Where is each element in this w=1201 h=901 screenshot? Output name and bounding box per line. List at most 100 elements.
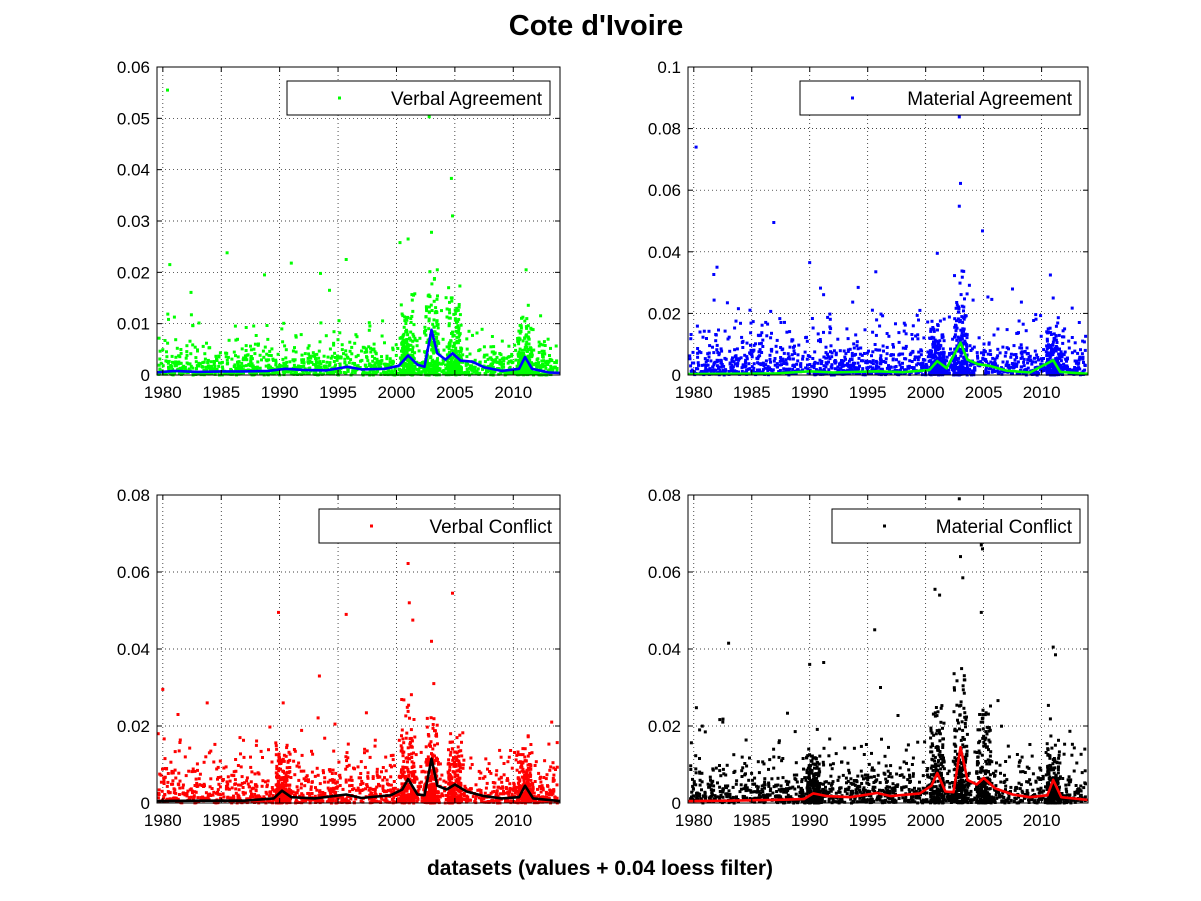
- data-point: [222, 795, 226, 799]
- data-point: [174, 791, 178, 795]
- data-point: [500, 780, 504, 784]
- data-point: [394, 353, 398, 357]
- data-point: [769, 360, 772, 364]
- data-point: [871, 359, 875, 363]
- data-point: [990, 370, 994, 374]
- data-point: [163, 793, 167, 796]
- data-point: [508, 370, 512, 373]
- data-point: [404, 348, 407, 352]
- data-point: [339, 356, 343, 360]
- data-point: [224, 351, 228, 355]
- data-point: [930, 335, 934, 339]
- data-point: [176, 362, 180, 366]
- data-point: [932, 370, 936, 374]
- data-point: [173, 768, 177, 772]
- data-point: [435, 372, 439, 376]
- data-point: [970, 347, 974, 351]
- data-point: [186, 362, 190, 366]
- data-point: [324, 367, 328, 370]
- data-point: [242, 356, 246, 360]
- y-tick-label: 0.01: [117, 315, 150, 334]
- data-point: [282, 753, 286, 757]
- data-point: [350, 371, 354, 375]
- data-point: [957, 307, 961, 311]
- data-point: [911, 368, 915, 372]
- data-point: [161, 364, 165, 368]
- data-point: [189, 795, 193, 799]
- data-point: [347, 795, 351, 799]
- data-point: [885, 352, 889, 356]
- data-point-peak: [319, 271, 322, 275]
- data-point: [274, 360, 278, 364]
- data-point: [1040, 359, 1044, 363]
- data-point: [549, 765, 553, 769]
- data-point: [455, 335, 459, 339]
- data-point: [212, 790, 216, 794]
- data-point: [335, 780, 339, 784]
- data-point: [902, 321, 906, 325]
- data-point: [183, 793, 187, 797]
- data-point: [875, 364, 878, 368]
- data-point: [740, 370, 744, 373]
- data-point: [1059, 359, 1063, 363]
- data-point: [446, 363, 450, 367]
- data-point: [506, 777, 509, 781]
- data-point: [514, 348, 518, 352]
- data-point: [920, 366, 924, 370]
- data-point: [177, 749, 181, 753]
- data-point: [334, 370, 338, 373]
- data-point: [965, 345, 969, 349]
- data-point: [943, 368, 947, 372]
- data-point: [758, 348, 762, 352]
- data-point: [910, 366, 914, 369]
- legend-marker: [338, 96, 341, 100]
- data-point: [302, 777, 306, 781]
- data-point: [1077, 366, 1081, 370]
- data-point: [282, 372, 286, 376]
- data-point: [541, 365, 545, 369]
- data-point: [502, 365, 506, 369]
- data-point: [309, 785, 313, 789]
- data-point: [459, 323, 463, 327]
- data-point: [708, 368, 712, 372]
- data-point: [1058, 355, 1062, 359]
- data-point: [411, 345, 415, 349]
- data-point: [903, 357, 907, 361]
- data-point: [214, 354, 218, 358]
- data-point: [985, 365, 988, 369]
- data-point: [308, 359, 312, 363]
- data-point: [204, 365, 208, 369]
- data-point: [236, 364, 240, 368]
- data-point: [532, 348, 536, 352]
- data-point: [385, 357, 389, 361]
- data-point: [166, 790, 170, 794]
- data-point: [969, 371, 973, 375]
- data-point: [513, 791, 517, 795]
- data-point: [419, 785, 423, 789]
- data-point: [956, 335, 960, 339]
- data-point: [846, 362, 849, 366]
- data-point: [826, 315, 830, 319]
- data-point: [1060, 352, 1064, 356]
- data-point: [430, 342, 434, 346]
- data-point: [232, 365, 236, 368]
- data-point: [1046, 327, 1050, 331]
- data-point: [901, 361, 904, 365]
- data-point: [427, 310, 431, 314]
- data-point: [202, 760, 206, 764]
- data-point: [302, 361, 306, 365]
- data-point: [469, 787, 473, 791]
- data-point: [552, 778, 556, 782]
- data-point: [368, 364, 371, 368]
- data-point: [435, 358, 439, 362]
- data-point: [1049, 333, 1053, 336]
- data-point: [268, 365, 272, 369]
- data-point: [517, 361, 520, 365]
- data-point: [852, 342, 856, 346]
- data-point: [359, 359, 362, 363]
- data-point: [855, 344, 859, 348]
- data-point: [366, 359, 370, 363]
- data-point: [175, 346, 179, 350]
- data-point: [878, 324, 882, 328]
- data-point: [216, 790, 219, 794]
